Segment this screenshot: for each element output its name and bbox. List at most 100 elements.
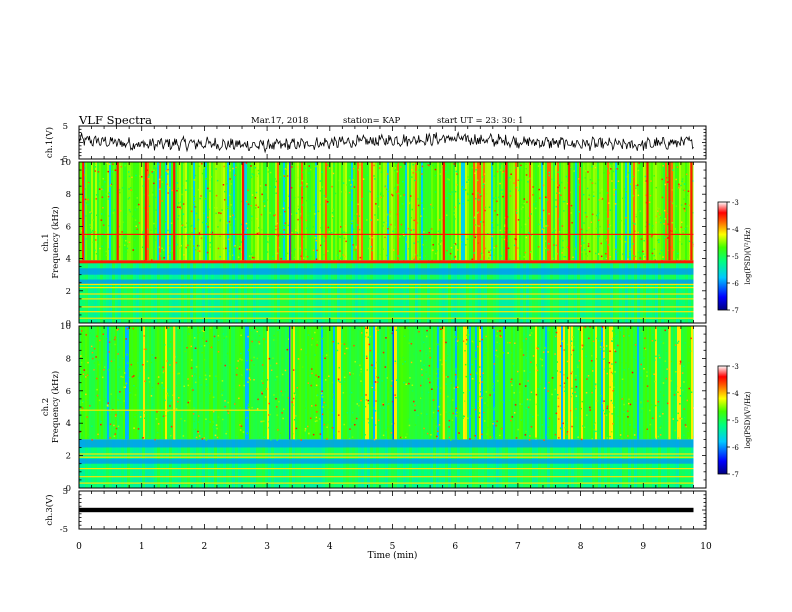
spec1-speckle <box>587 171 589 173</box>
spec1-column <box>217 162 219 261</box>
spec2-speckle <box>492 436 494 439</box>
spec2-speckle <box>526 350 529 353</box>
spec1-speckle <box>658 241 660 243</box>
spec2-speckle <box>247 403 250 406</box>
spec2-speckle <box>379 427 381 429</box>
spec2-speckle <box>310 379 313 381</box>
spec2-speckle <box>453 372 456 374</box>
spec2-column <box>475 326 477 440</box>
spec2-speckle <box>612 402 614 404</box>
spec2-speckle <box>513 412 516 414</box>
spec2-speckle <box>555 412 558 415</box>
spec1-column <box>437 162 439 261</box>
spec1-speckle <box>394 226 396 228</box>
spec1-speckle <box>344 255 346 258</box>
spec2-speckle <box>477 345 479 348</box>
spec1-speckle <box>546 225 549 227</box>
cbar1-gradient <box>717 201 728 311</box>
spec2-lowband <box>553 439 556 488</box>
spec2-speckle <box>269 326 271 328</box>
spec2-speckle <box>374 367 376 369</box>
spec1-lowband <box>556 260 559 323</box>
spec2-speckle <box>195 436 198 439</box>
spec2-speckle <box>151 386 154 389</box>
spec1-speckle <box>476 169 478 171</box>
spec1-speckle <box>161 200 163 202</box>
spec2-speckle <box>634 357 637 360</box>
spec1-speckle <box>394 186 397 189</box>
spec1-lowband <box>412 260 415 323</box>
spec1-speckle <box>153 222 155 225</box>
spec2-speckle <box>353 344 355 347</box>
spec1-column <box>315 162 317 261</box>
spec2-speckle <box>82 400 84 403</box>
spec1-speckle <box>352 179 354 181</box>
spec1-speckle <box>470 200 473 203</box>
spec1-speckle <box>628 172 630 174</box>
spec1-burst <box>568 162 571 261</box>
spec1-speckle <box>217 194 220 197</box>
spec1-speckle <box>187 236 189 239</box>
spec1-speckle <box>561 225 564 227</box>
ch1-waveform-line <box>78 131 694 154</box>
spec2-speckle <box>210 349 213 351</box>
spec2-column <box>411 326 413 440</box>
spec1-speckle <box>684 228 687 230</box>
spec1-lowband <box>208 260 211 323</box>
spec2-speckle <box>201 438 204 440</box>
spec1-column <box>621 162 623 261</box>
spec1-speckle <box>548 213 550 215</box>
spec1-dark-band <box>79 268 694 275</box>
spec2-lowband <box>229 439 232 488</box>
spec1-speckle <box>255 191 258 194</box>
spec1-column <box>187 162 189 261</box>
spec1-speckle <box>291 231 293 234</box>
spec2-speckle <box>586 378 588 380</box>
spec1-speckle <box>338 179 341 182</box>
spec1-speckle <box>339 250 341 252</box>
spec1-speckle <box>133 212 135 215</box>
spec1-speckle <box>555 205 557 208</box>
spec1-speckle <box>445 185 447 187</box>
spec1-speckle <box>163 257 165 259</box>
spec1-speckle <box>664 218 666 220</box>
spec1-speckle <box>269 185 271 188</box>
spec1-speckle <box>504 229 506 232</box>
spec2-speckle <box>345 347 348 350</box>
spec2-column <box>635 326 637 440</box>
spec1-speckle <box>525 234 528 237</box>
spec2-speckle <box>346 412 349 414</box>
spec2-speckle <box>675 371 677 373</box>
spec1-speckle <box>229 169 232 172</box>
spec1-speckle <box>135 174 137 177</box>
spec2-column <box>281 326 283 440</box>
spec2-speckle <box>653 341 655 344</box>
spec1-speckle <box>622 197 624 200</box>
spec2-speckle <box>377 329 379 331</box>
spec2-column <box>279 326 281 440</box>
spec1-column <box>549 162 551 261</box>
spec1-speckle <box>525 236 528 239</box>
spec1-speckle <box>355 235 358 238</box>
spec2-speckle <box>214 434 217 437</box>
spec2-speckle <box>485 391 488 393</box>
spec2-speckle <box>578 360 580 362</box>
spec2-speckle <box>138 377 140 379</box>
spec2-lowband <box>367 439 370 488</box>
spec1-speckle <box>488 257 490 259</box>
spec2-speckle <box>482 372 484 374</box>
spec1-y-tick-label: 10 <box>60 158 71 168</box>
spec2-column <box>539 326 541 440</box>
spec2-lowband <box>94 439 97 488</box>
spec2-speckle <box>343 423 345 426</box>
spec1-speckle <box>657 210 659 212</box>
spec1-speckle <box>411 169 413 171</box>
spec2-speckle <box>672 418 674 420</box>
spec1-speckle <box>609 229 612 232</box>
spec2-speckle <box>104 397 106 400</box>
spec2-speckle <box>623 369 625 371</box>
spec1-speckle <box>225 197 227 199</box>
spec1-speckle <box>170 222 173 224</box>
spec2-speckle <box>307 334 310 336</box>
